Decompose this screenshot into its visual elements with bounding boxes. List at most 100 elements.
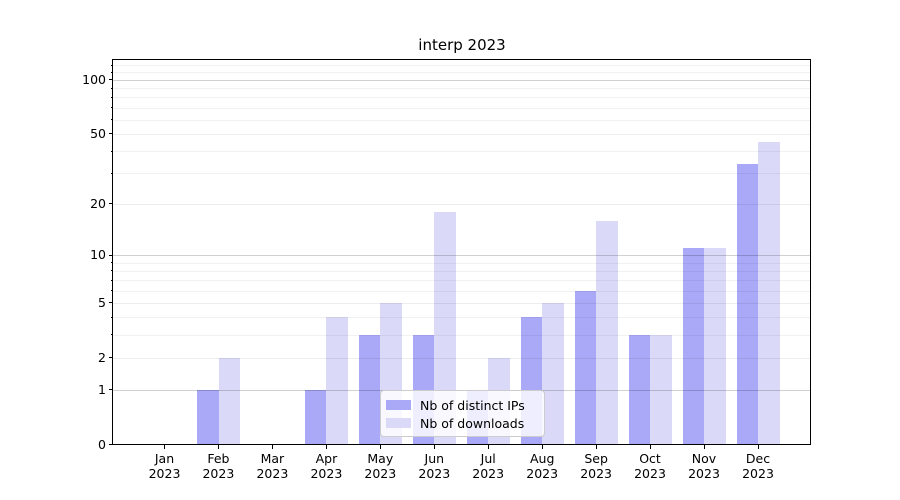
minor-gridline-y-90 <box>113 88 810 89</box>
legend: Nb of distinct IPs Nb of downloads <box>380 390 545 437</box>
y-minor-tick-mark-6 <box>110 290 113 292</box>
x-tick-year-dec: 2023 <box>742 466 774 481</box>
bar-downloads-sep <box>596 220 618 444</box>
x-tick-month-jan: Jan <box>154 451 175 466</box>
bar-distinct-ips-nov <box>682 248 704 444</box>
x-tick-year-aug: 2023 <box>526 466 559 481</box>
y-minor-tick-mark-110 <box>110 71 113 73</box>
x-tick-mark-nov <box>703 445 705 449</box>
x-tick-month-feb: Feb <box>207 451 230 466</box>
y-minor-tick-mark-90 <box>110 87 113 89</box>
x-tick-month-sep: Sep <box>584 451 608 466</box>
x-tick-label-jul: Jul 2023 <box>458 451 518 481</box>
x-tick-year-jan: 2023 <box>148 466 181 481</box>
plot-area <box>112 59 811 445</box>
y-tick-mark-50 <box>109 133 113 135</box>
x-tick-mark-jan <box>164 445 165 449</box>
x-tick-year-feb: 2023 <box>202 466 235 481</box>
minor-gridline-y-6 <box>113 290 810 292</box>
y-minor-tick-mark-9 <box>110 262 113 263</box>
x-tick-label-nov: Nov 2023 <box>674 451 734 481</box>
x-tick-mark-jul <box>487 445 489 449</box>
bar-downloads-feb <box>218 357 240 444</box>
x-tick-mark-feb <box>217 445 219 449</box>
legend-item-distinct-ips: Nb of distinct IPs <box>386 397 536 413</box>
minor-gridline-y-120 <box>113 65 810 67</box>
y-tick-label-0: 0 <box>98 436 106 452</box>
x-tick-year-nov: 2023 <box>688 466 720 481</box>
x-tick-month-oct: Oct <box>639 451 661 466</box>
bar-distinct-ips-feb <box>197 389 219 444</box>
x-tick-year-sep: 2023 <box>580 466 612 481</box>
x-tick-month-jun: Jun <box>424 451 445 466</box>
y-minor-tick-mark-8 <box>110 270 113 272</box>
gridline-y-100 <box>113 79 810 81</box>
x-tick-label-jun: Jun 2023 <box>404 451 464 481</box>
x-tick-label-oct: Oct 2023 <box>620 451 680 481</box>
minor-gridline-y-60 <box>113 119 810 121</box>
y-tick-label-1: 1 <box>98 381 106 397</box>
chart-title: interp 2023 <box>418 36 506 54</box>
x-tick-month-dec: Dec <box>745 451 771 466</box>
y-minor-tick-mark-80 <box>110 96 113 98</box>
bar-distinct-ips-may <box>358 334 381 444</box>
y-tick-mark-100 <box>109 79 113 81</box>
x-tick-month-aug: Aug <box>529 451 555 466</box>
x-tick-mark-may <box>379 445 381 449</box>
bar-downloads-aug <box>542 302 564 444</box>
x-tick-year-jul: 2023 <box>472 466 505 481</box>
minor-gridline-y-30 <box>113 173 810 175</box>
y-tick-label-20: 20 <box>90 195 106 211</box>
x-tick-label-jan: Jan 2023 <box>135 451 195 481</box>
y-minor-tick-mark-60 <box>110 119 113 121</box>
legend-swatch-downloads <box>386 418 411 428</box>
y-tick-mark-1 <box>109 389 113 391</box>
minor-gridline-y-3 <box>113 334 810 336</box>
x-tick-year-apr: 2023 <box>310 466 343 481</box>
y-tick-mark-0 <box>109 444 113 445</box>
legend-swatch-distinct-ips <box>386 400 411 410</box>
x-tick-year-mar: 2023 <box>256 466 289 481</box>
bar-downloads-dec <box>758 141 780 444</box>
y-minor-tick-mark-120 <box>110 64 113 66</box>
y-minor-tick-mark-7 <box>110 279 113 281</box>
y-tick-label-10: 10 <box>90 247 106 262</box>
minor-gridline-y-8 <box>113 270 810 272</box>
bar-downloads-apr <box>326 317 348 444</box>
y-tick-mark-5 <box>109 302 113 304</box>
x-tick-month-mar: Mar <box>260 451 285 466</box>
x-tick-mark-dec <box>757 445 759 449</box>
y-minor-tick-mark-30 <box>110 172 113 174</box>
gridline-y-5 <box>113 302 810 304</box>
x-tick-label-dec: Dec 2023 <box>728 451 788 481</box>
gridline-y-2 <box>113 357 810 359</box>
x-tick-month-may: May <box>367 451 394 466</box>
x-tick-mark-oct <box>649 445 651 449</box>
x-tick-year-may: 2023 <box>364 466 397 481</box>
x-tick-label-aug: Aug 2023 <box>512 451 572 481</box>
x-tick-label-may: May 2023 <box>350 451 410 481</box>
minor-gridline-y-80 <box>113 97 810 99</box>
minor-gridline-y-70 <box>113 107 810 109</box>
gridline-y-20 <box>113 203 810 205</box>
minor-gridline-y-4 <box>113 317 810 319</box>
gridline-y-10 <box>113 255 810 256</box>
bar-downloads-jun <box>434 211 456 444</box>
legend-item-downloads: Nb of downloads <box>386 415 536 431</box>
y-minor-tick-mark-3 <box>110 334 113 336</box>
x-tick-mark-sep <box>595 445 597 449</box>
bar-distinct-ips-dec <box>736 163 758 444</box>
x-tick-label-apr: Apr 2023 <box>296 451 356 481</box>
x-tick-year-jun: 2023 <box>418 466 451 481</box>
x-tick-label-sep: Sep 2023 <box>566 451 626 481</box>
x-tick-mark-mar <box>271 445 273 449</box>
x-tick-mark-jun <box>433 445 435 449</box>
x-tick-mark-aug <box>541 445 543 449</box>
gridline-y-50 <box>113 133 810 135</box>
y-tick-label-2: 2 <box>98 349 106 365</box>
legend-label-distinct-ips: Nb of distinct IPs <box>420 397 525 413</box>
y-tick-label-50: 50 <box>90 125 106 141</box>
grid-layer <box>113 60 810 444</box>
y-minor-tick-mark-70 <box>110 107 113 109</box>
minor-gridline-y-7 <box>113 280 810 282</box>
